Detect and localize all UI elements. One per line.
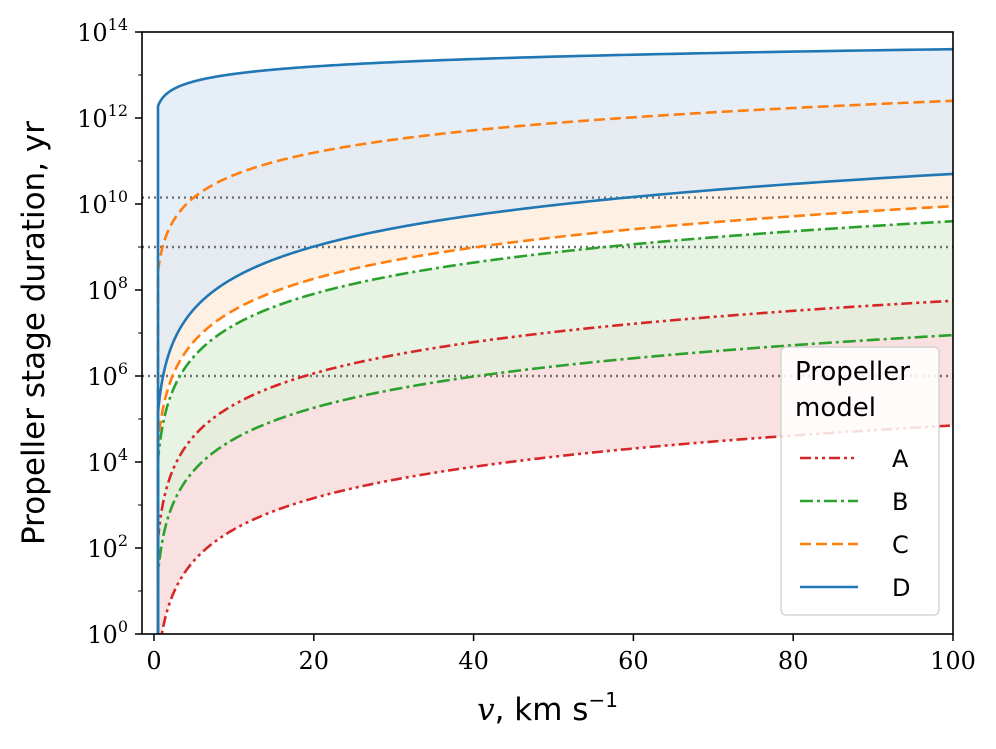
series-lines xyxy=(156,47,953,634)
y-tick-label: 1010 xyxy=(77,187,128,219)
y-tick-label: 100 xyxy=(87,617,128,649)
legend-label-A: A xyxy=(892,445,909,473)
x-axis-ticks: 0 20 40 60 80 100 xyxy=(146,634,976,675)
y-axis-ticks: 100 102 104 106 108 1010 1012 1014 xyxy=(77,15,142,649)
x-axis-label: v, km s−1 xyxy=(477,688,618,728)
line-B-upper xyxy=(156,219,953,634)
band-B xyxy=(158,221,953,634)
x-tick-label: 20 xyxy=(299,647,330,675)
line-D-lower xyxy=(156,172,953,634)
shaded-regions xyxy=(158,49,953,634)
y-tick-label: 1014 xyxy=(77,15,128,47)
x-tick-label: 60 xyxy=(618,647,649,675)
legend-label-D: D xyxy=(892,574,910,602)
legend-label-C: C xyxy=(892,531,909,559)
y-tick-label: 102 xyxy=(87,531,128,563)
line-A-upper xyxy=(156,299,953,634)
line-A-lower xyxy=(160,424,953,634)
legend-label-B: B xyxy=(892,488,908,516)
legend-title-line2: model xyxy=(795,393,876,423)
legend-title-line1: Propeller xyxy=(795,357,910,387)
y-axis-label: Propeller stage duration, yr xyxy=(16,121,52,545)
legend-box xyxy=(780,346,940,616)
x-tick-label: 40 xyxy=(458,647,489,675)
line-C-lower xyxy=(156,204,953,634)
y-tick-label: 106 xyxy=(87,359,128,391)
line-B-lower xyxy=(156,333,953,634)
band-D xyxy=(158,49,953,634)
line-C-upper xyxy=(156,99,953,634)
line-D-upper xyxy=(156,47,953,634)
y-tick-label: 104 xyxy=(87,445,128,477)
y-tick-label: 108 xyxy=(87,273,128,305)
x-tick-label: 0 xyxy=(146,647,161,675)
x-tick-label: 100 xyxy=(930,647,976,675)
x-tick-label: 80 xyxy=(778,647,809,675)
y-tick-label: 1012 xyxy=(77,101,128,133)
